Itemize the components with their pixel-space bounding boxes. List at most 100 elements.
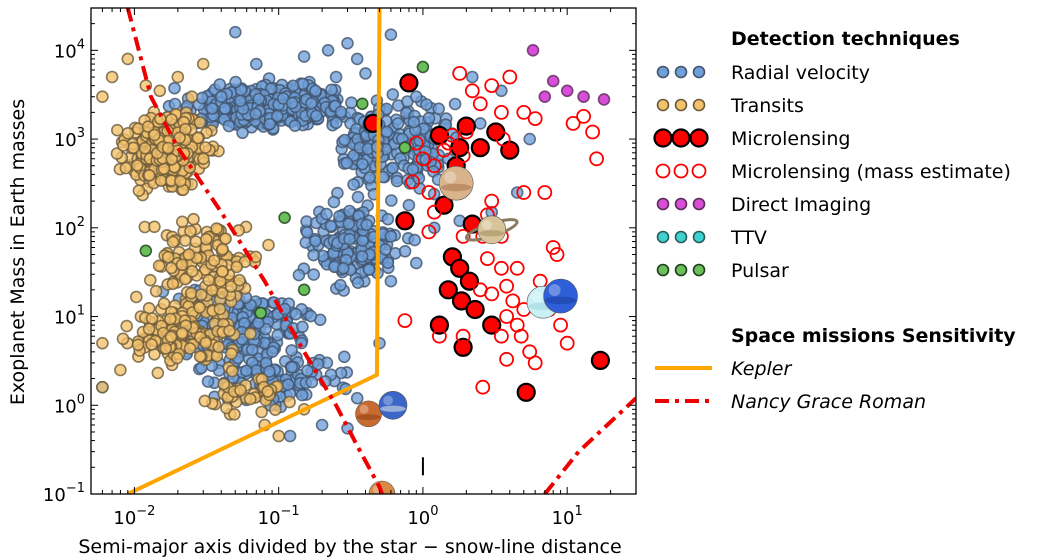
data-point — [329, 70, 343, 84]
data-point — [421, 224, 437, 240]
data-point — [565, 116, 581, 131]
data-point — [183, 342, 197, 355]
data-point — [384, 230, 398, 243]
data-point — [96, 90, 109, 103]
data-point — [390, 174, 404, 188]
x-axis-label: Semi-major axis divided by the star − sn… — [78, 536, 621, 558]
data-point — [407, 115, 421, 129]
data-point — [334, 278, 347, 292]
data-point — [426, 158, 442, 174]
data-point — [194, 288, 208, 302]
legend-label: TTV — [730, 227, 767, 249]
data-point — [356, 234, 369, 247]
data-point — [363, 171, 377, 184]
data-point — [216, 242, 229, 256]
legend-marker — [656, 230, 670, 244]
data-point — [516, 382, 536, 402]
data-point — [121, 52, 135, 66]
data-point — [130, 159, 144, 172]
data-point — [334, 105, 348, 119]
data-point — [345, 96, 358, 109]
data-point — [266, 345, 279, 359]
data-point — [184, 224, 197, 238]
data-point — [436, 142, 452, 158]
data-point — [473, 117, 487, 130]
data-point — [285, 96, 299, 110]
data-point — [537, 185, 553, 200]
data-point — [399, 73, 419, 93]
legend-marker — [655, 163, 671, 179]
data-point — [217, 377, 230, 391]
data-point — [268, 403, 282, 417]
data-point — [230, 260, 243, 274]
data-point — [121, 127, 135, 140]
legend-item: TTV — [656, 227, 767, 249]
legend-marker — [674, 230, 688, 244]
data-point — [228, 407, 241, 421]
data-point — [422, 111, 436, 125]
data-point — [523, 132, 537, 146]
data-point — [305, 375, 319, 389]
data-point — [252, 92, 266, 106]
data-point — [384, 194, 398, 207]
data-point — [127, 141, 140, 155]
data-point — [207, 254, 221, 267]
data-point — [453, 337, 473, 357]
data-point — [271, 328, 285, 342]
data-point — [283, 395, 296, 409]
y-tick-label: 103 — [54, 126, 85, 151]
x-tick-label: 101 — [552, 504, 583, 529]
data-point — [426, 204, 442, 220]
data-point — [213, 78, 227, 91]
data-point — [292, 268, 306, 282]
y-axis-label: Exoplanet Mass in Earth masses — [7, 99, 29, 405]
data-point — [212, 340, 225, 354]
data-point — [350, 391, 364, 405]
data-point — [546, 74, 560, 88]
data-point — [560, 84, 574, 98]
data-point — [117, 139, 130, 152]
data-point — [175, 258, 189, 272]
data-point — [243, 392, 257, 406]
legend-label: Microlensing (mass estimate) — [731, 161, 1011, 183]
data-point — [145, 338, 158, 351]
data-point — [360, 218, 374, 232]
data-point — [229, 75, 242, 89]
data-point — [119, 161, 133, 175]
data-point — [516, 105, 532, 120]
data-point — [513, 328, 529, 344]
data-point — [222, 119, 236, 133]
legend-marker — [674, 65, 688, 79]
data-point — [178, 272, 192, 286]
data-point — [355, 250, 369, 263]
data-point — [236, 126, 249, 140]
data-point — [342, 217, 356, 231]
data-point — [131, 122, 145, 135]
data-point — [201, 375, 215, 388]
data-point — [143, 169, 156, 182]
data-point — [164, 312, 177, 326]
data-point — [458, 124, 474, 140]
data-point — [223, 324, 236, 338]
data-point — [451, 291, 472, 311]
data-point — [380, 102, 393, 116]
legend-marker — [656, 98, 670, 112]
data-point — [516, 185, 532, 200]
data-point — [538, 90, 552, 103]
data-point — [225, 364, 239, 378]
data-point — [254, 306, 268, 320]
data-point — [448, 97, 462, 111]
data-point — [459, 271, 479, 291]
data-point — [347, 178, 360, 191]
legend-label: Direct Imaging — [731, 194, 871, 216]
legend-marker — [691, 163, 707, 179]
data-point — [391, 117, 405, 130]
legend-marker — [656, 197, 670, 211]
series-direct-imaging — [526, 43, 611, 106]
data-point — [189, 235, 203, 248]
data-point — [166, 277, 180, 291]
data-point — [196, 57, 210, 71]
legend: Detection techniques Radial velocity Tran… — [653, 28, 1016, 413]
legend-marker — [653, 128, 673, 148]
data-point — [261, 385, 275, 398]
